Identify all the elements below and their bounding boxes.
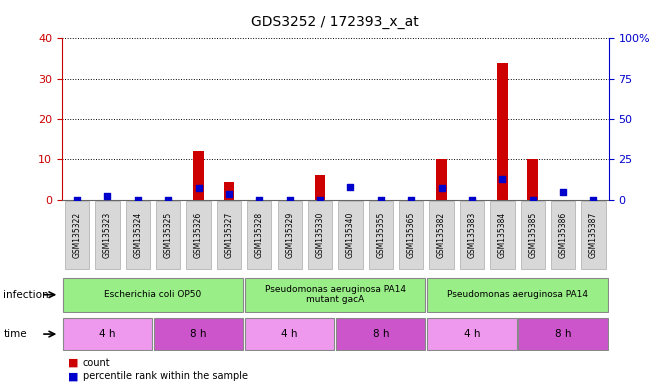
Point bbox=[163, 197, 173, 203]
Text: 4 h: 4 h bbox=[281, 329, 298, 339]
Text: Escherichia coli OP50: Escherichia coli OP50 bbox=[104, 290, 202, 299]
Text: GSM135324: GSM135324 bbox=[133, 212, 143, 258]
Point bbox=[406, 197, 417, 203]
Point bbox=[527, 197, 538, 203]
FancyBboxPatch shape bbox=[65, 201, 89, 269]
FancyBboxPatch shape bbox=[581, 201, 605, 269]
Point bbox=[376, 197, 386, 203]
Point bbox=[284, 197, 295, 203]
FancyBboxPatch shape bbox=[427, 318, 517, 350]
Point bbox=[133, 197, 143, 203]
Text: 4 h: 4 h bbox=[464, 329, 480, 339]
Text: GSM135387: GSM135387 bbox=[589, 212, 598, 258]
Text: GSM135329: GSM135329 bbox=[285, 212, 294, 258]
Text: GSM135355: GSM135355 bbox=[376, 212, 385, 258]
FancyBboxPatch shape bbox=[154, 318, 243, 350]
Text: GDS3252 / 172393_x_at: GDS3252 / 172393_x_at bbox=[251, 15, 419, 29]
Point bbox=[224, 191, 234, 197]
Point bbox=[315, 197, 326, 203]
Text: GSM135322: GSM135322 bbox=[72, 212, 81, 258]
Text: GSM135326: GSM135326 bbox=[194, 212, 203, 258]
Text: GSM135383: GSM135383 bbox=[467, 212, 477, 258]
FancyBboxPatch shape bbox=[518, 318, 608, 350]
Text: GSM135328: GSM135328 bbox=[255, 212, 264, 258]
FancyBboxPatch shape bbox=[62, 318, 152, 350]
FancyBboxPatch shape bbox=[368, 201, 393, 269]
Text: GSM135384: GSM135384 bbox=[498, 212, 507, 258]
Point bbox=[497, 175, 508, 182]
Bar bbox=[436, 159, 447, 200]
Bar bbox=[497, 63, 508, 200]
Text: 8 h: 8 h bbox=[372, 329, 389, 339]
FancyBboxPatch shape bbox=[95, 201, 120, 269]
Bar bbox=[315, 175, 326, 200]
Bar bbox=[527, 159, 538, 200]
FancyBboxPatch shape bbox=[399, 201, 423, 269]
Text: GSM135365: GSM135365 bbox=[407, 212, 416, 258]
FancyBboxPatch shape bbox=[217, 201, 241, 269]
Point bbox=[589, 197, 599, 203]
FancyBboxPatch shape bbox=[339, 201, 363, 269]
FancyBboxPatch shape bbox=[62, 278, 243, 311]
FancyBboxPatch shape bbox=[245, 278, 426, 311]
FancyBboxPatch shape bbox=[551, 201, 575, 269]
Bar bbox=[193, 151, 204, 200]
Text: GSM135327: GSM135327 bbox=[225, 212, 234, 258]
Text: 8 h: 8 h bbox=[190, 329, 207, 339]
Point bbox=[467, 197, 477, 203]
Point bbox=[102, 194, 113, 200]
FancyBboxPatch shape bbox=[460, 201, 484, 269]
FancyBboxPatch shape bbox=[521, 201, 545, 269]
Text: Pseudomonas aeruginosa PA14: Pseudomonas aeruginosa PA14 bbox=[447, 290, 588, 299]
Text: GSM135340: GSM135340 bbox=[346, 212, 355, 258]
Text: 8 h: 8 h bbox=[555, 329, 572, 339]
FancyBboxPatch shape bbox=[245, 318, 335, 350]
Text: 4 h: 4 h bbox=[99, 329, 116, 339]
Text: ■: ■ bbox=[68, 371, 79, 381]
Text: Pseudomonas aeruginosa PA14
mutant gacA: Pseudomonas aeruginosa PA14 mutant gacA bbox=[265, 285, 406, 305]
Point bbox=[193, 185, 204, 192]
Text: infection: infection bbox=[3, 290, 49, 300]
Text: GSM135385: GSM135385 bbox=[528, 212, 537, 258]
Text: GSM135330: GSM135330 bbox=[316, 212, 325, 258]
Point bbox=[558, 189, 568, 195]
FancyBboxPatch shape bbox=[427, 278, 608, 311]
Text: ■: ■ bbox=[68, 358, 79, 368]
Text: GSM135386: GSM135386 bbox=[559, 212, 568, 258]
Point bbox=[345, 184, 355, 190]
FancyBboxPatch shape bbox=[126, 201, 150, 269]
Point bbox=[254, 197, 264, 203]
Point bbox=[72, 197, 82, 203]
FancyBboxPatch shape bbox=[277, 201, 302, 269]
FancyBboxPatch shape bbox=[156, 201, 180, 269]
Text: percentile rank within the sample: percentile rank within the sample bbox=[83, 371, 247, 381]
Text: GSM135323: GSM135323 bbox=[103, 212, 112, 258]
Text: count: count bbox=[83, 358, 110, 368]
Point bbox=[436, 185, 447, 192]
FancyBboxPatch shape bbox=[430, 201, 454, 269]
Bar bbox=[224, 182, 234, 200]
FancyBboxPatch shape bbox=[308, 201, 332, 269]
FancyBboxPatch shape bbox=[336, 318, 426, 350]
Text: GSM135382: GSM135382 bbox=[437, 212, 446, 258]
FancyBboxPatch shape bbox=[186, 201, 211, 269]
FancyBboxPatch shape bbox=[247, 201, 271, 269]
FancyBboxPatch shape bbox=[490, 201, 514, 269]
Text: time: time bbox=[3, 329, 27, 339]
Text: GSM135325: GSM135325 bbox=[163, 212, 173, 258]
